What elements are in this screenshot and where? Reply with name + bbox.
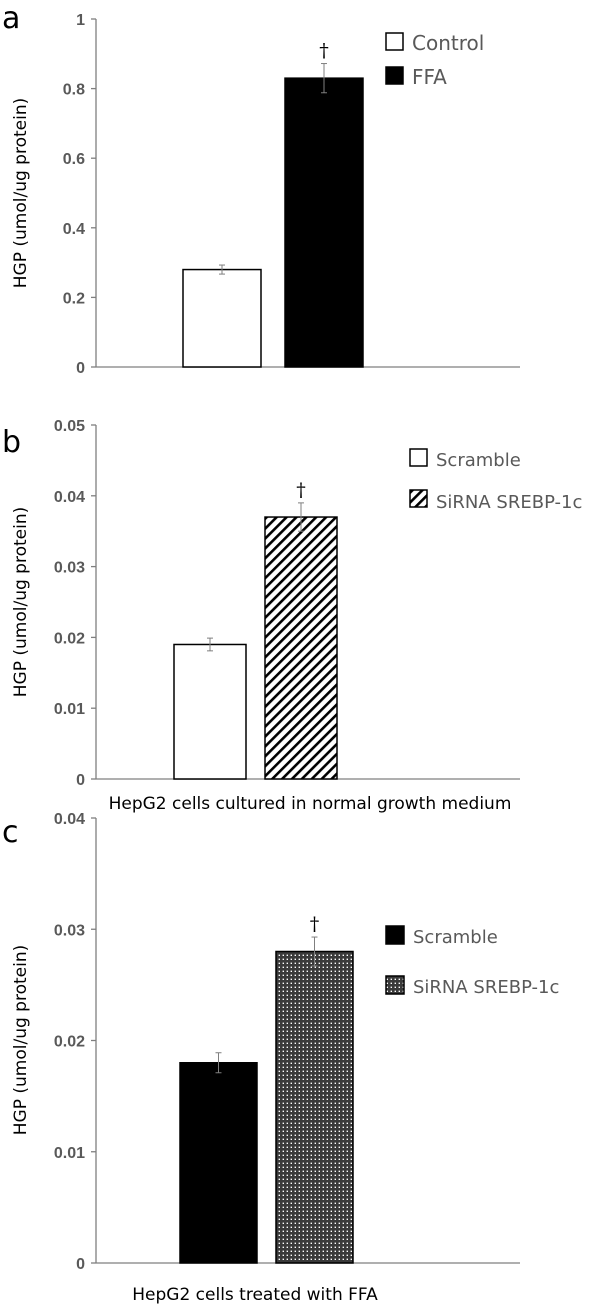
y-tick-label: 0.05: [54, 418, 85, 435]
y-tick-label: 0.02: [54, 630, 85, 647]
bar-1: [182, 268, 262, 368]
y-axis-label: HGP (umol/ug protein): [11, 945, 31, 1135]
y-tick-label: 0.6: [63, 151, 85, 168]
bar-1: [173, 643, 247, 780]
significance-marker: †: [296, 479, 306, 501]
legend-label-1: Scramble: [413, 927, 498, 948]
bar-2: [275, 950, 354, 1264]
legend-swatch-1: [385, 925, 405, 945]
significance-marker: †: [319, 40, 329, 62]
y-tick-label: 0.03: [54, 560, 85, 577]
y-tick-label: 0.8: [63, 82, 85, 99]
y-tick-label: 0: [76, 772, 85, 789]
y-tick-label: 0.03: [54, 922, 85, 939]
bar-2: [284, 77, 364, 368]
legend-swatch-1: [385, 32, 404, 51]
y-tick-label: 0: [76, 1256, 85, 1273]
y-tick-label: 1: [76, 12, 85, 29]
y-axis-label: HGP (umol/ug protein): [11, 507, 31, 697]
error-bar-2: [321, 63, 327, 94]
y-tick-label: 0.01: [54, 701, 85, 718]
panel-letter: c: [2, 815, 19, 850]
legend-label-2: SiRNA SREBP-1c: [436, 492, 582, 513]
bar-2: [264, 516, 338, 780]
legend-label-2: FFA: [412, 65, 447, 89]
legend-label-1: Control: [412, 31, 484, 55]
legend-label-2: SiRNA SREBP-1c: [413, 977, 559, 998]
legend-swatch-1: [409, 448, 428, 467]
panel-letter: a: [2, 1, 20, 36]
bar-1: [179, 1062, 258, 1264]
error-bar-2: [311, 936, 318, 967]
x-axis-label: HepG2 cells treated with FFA: [132, 1285, 378, 1305]
error-bar-1: [219, 264, 225, 275]
error-bar-2: [298, 502, 304, 532]
legend-swatch-2: [385, 66, 404, 85]
error-bar-1: [207, 637, 213, 652]
significance-marker: †: [310, 913, 320, 935]
legend-swatch-2: [385, 975, 405, 995]
y-tick-label: 0.4: [63, 221, 85, 238]
chart-panel-b: b 0 0.01 0.02 0.03 0.04 0.05 HGP (umol/ug prote…: [2, 418, 582, 814]
chart-panel-a: a 0 0.2 0.4 0.6 0.8 1 HGP (umol/ug protein) Cont…: [2, 1, 520, 377]
x-axis-label: HepG2 cells cultured in normal growth me…: [109, 794, 512, 814]
y-axis-label: HGP (umol/ug protein): [11, 98, 31, 288]
y-tick-label: 0.2: [63, 290, 85, 307]
error-bar-1: [215, 1052, 222, 1074]
y-tick-label: 0.04: [54, 489, 85, 506]
y-tick-label: 0: [76, 360, 85, 377]
y-tick-label: 0.01: [54, 1145, 85, 1162]
legend-swatch-2: [409, 489, 428, 508]
panel-letter: b: [2, 425, 21, 460]
y-tick-label: 0.04: [54, 811, 85, 828]
legend-label-1: Scramble: [436, 450, 521, 471]
y-tick-label: 0.02: [54, 1034, 85, 1051]
chart-panel-c: c 0 0.01 0.02 0.03 0.04 HGP (umol/ug protein) S…: [2, 811, 559, 1305]
